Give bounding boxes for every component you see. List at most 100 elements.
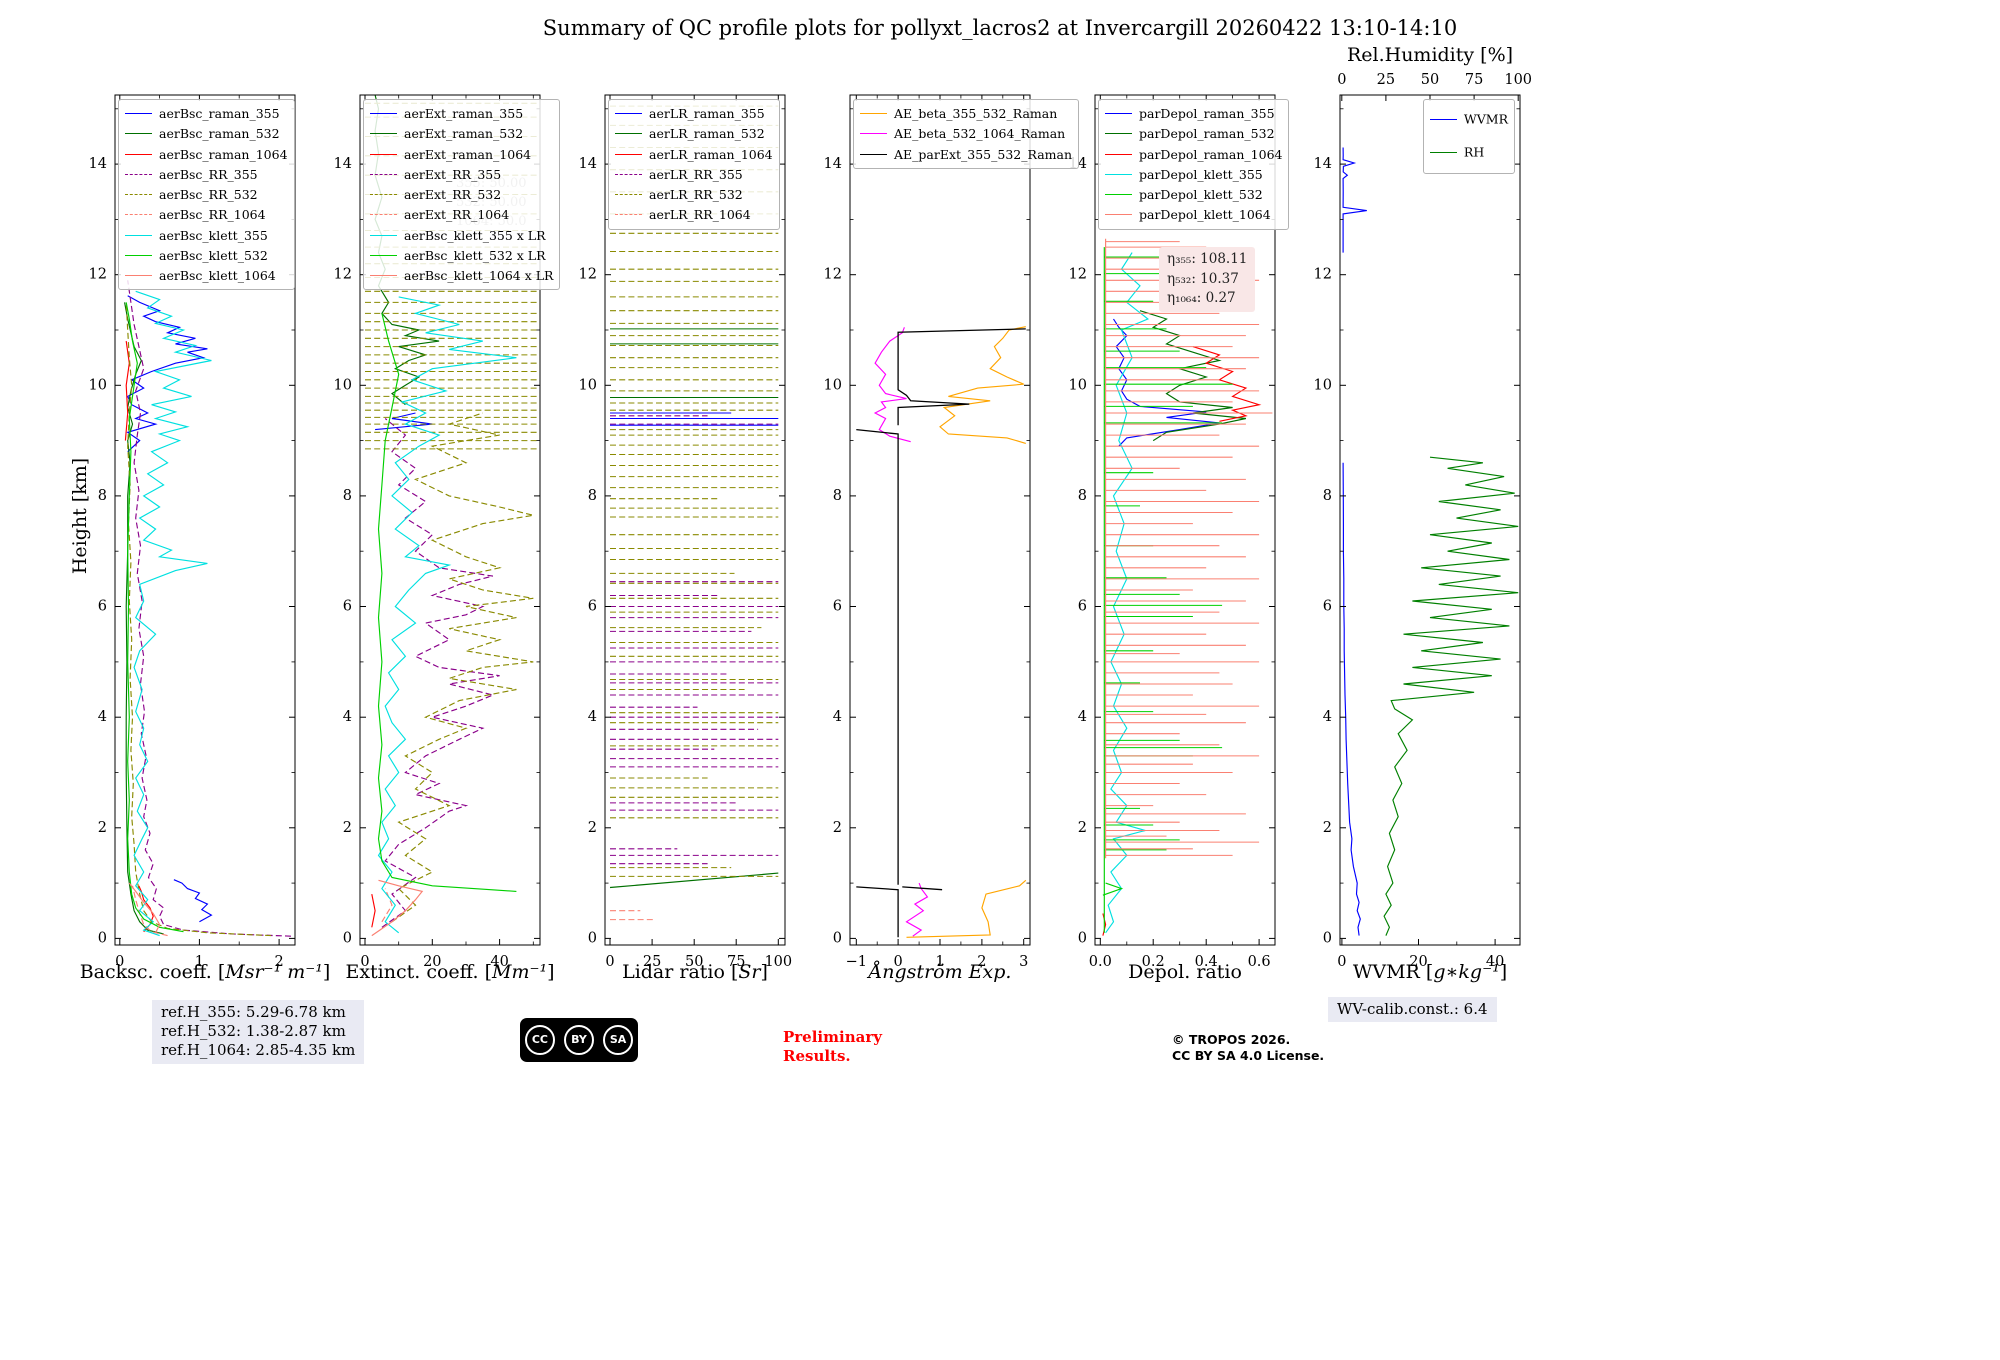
legend-line-sample (125, 153, 152, 155)
x-tick-label: 0.4 (1195, 954, 1218, 970)
figure-title: Summary of QC profile plots for pollyxt_… (542, 16, 1458, 40)
copyright-note: © TROPOS 2026. CC BY SA 4.0 License. (1172, 1032, 1324, 1065)
x-tick-label: 0.6 (1248, 954, 1271, 970)
y-tick-label: 14 (89, 156, 107, 172)
top-x-tick-label: 50 (1421, 72, 1439, 88)
depol-xlabel: Depol. ratio (1128, 961, 1242, 983)
legend-line-sample (615, 133, 642, 135)
legend-label: aerBsc_RR_355 (159, 166, 258, 182)
y-tick-label: 12 (1069, 267, 1087, 283)
legend-line-sample (370, 214, 397, 216)
legend-item: parDepol_raman_532 (1105, 123, 1282, 143)
xlabel-text: Depol. ratio (1128, 961, 1242, 983)
series-parDepol_raman_532 (1139, 310, 1247, 442)
y-tick-label: 6 (343, 599, 352, 615)
legend-label: parDepol_klett_1064 (1139, 207, 1271, 222)
x-tick-label: 0 (893, 954, 902, 970)
preliminary-line-1: Preliminary (783, 1028, 882, 1046)
legend-label: aerLR_raman_532 (649, 126, 765, 141)
xlabel-math: Ångström Exp. (868, 961, 1012, 983)
y-tick-label: 2 (1078, 820, 1087, 836)
y-tick-label: 14 (824, 156, 842, 172)
legend-line-sample (1429, 151, 1457, 153)
annotation-line: η₁₀₆₄: 0.27 (1167, 290, 1236, 307)
legend-label: aerExt_RR_532 (404, 186, 502, 202)
series-aerBsc_klett_355 (133, 290, 212, 937)
y-tick-label: 4 (1323, 709, 1332, 725)
xlabel-text: ] (1499, 961, 1508, 983)
x-tick-label: −1 (846, 954, 867, 970)
y-tick-label: 0 (98, 930, 107, 946)
series-WVMR (1342, 462, 1361, 936)
series-AE_parExt_355_532_Raman (897, 328, 1026, 426)
x-tick-label: 1 (195, 954, 204, 970)
y-tick-label: 6 (1078, 599, 1087, 615)
copyright-line-2: CC BY SA 4.0 License. (1172, 1048, 1325, 1064)
y-tick-label: 14 (1314, 156, 1332, 172)
y-tick-label: 0 (588, 930, 597, 946)
plot-frame (1094, 94, 1276, 946)
top-x-tick-label: 0 (1337, 72, 1346, 88)
y-tick-label: 2 (98, 820, 107, 836)
y-tick-label: 8 (1078, 488, 1087, 504)
y-tick-label: 6 (833, 599, 842, 615)
x-tick-label: 50 (685, 954, 703, 970)
legend-item: aerExt_RR_532 (370, 184, 553, 204)
legend-item: aerBsc_klett_532 (125, 245, 288, 265)
xlabel-math: Msr⁻¹ m⁻¹ (225, 961, 323, 983)
y-tick-label: 0 (833, 930, 842, 946)
series-aerBsc_RR_532 (125, 302, 272, 937)
legend-line-sample (370, 133, 397, 135)
legend-line-sample (615, 214, 642, 216)
series-aerBsc_raman_355 (173, 879, 213, 923)
x-tick-label: 75 (727, 954, 745, 970)
lidar-ratio-plot: 0 2 4 6 8 10 12 14 0 25 50 75 100 (579, 94, 792, 970)
series-RH (1383, 456, 1519, 936)
legend-item: aerLR_RR_355 (615, 164, 773, 184)
series-AE_beta_355_532_Raman (939, 326, 1026, 444)
legend-item: AE_parExt_355_532_Raman (860, 144, 1072, 164)
legend-line-sample (125, 275, 152, 276)
legend-line-sample (370, 173, 397, 175)
legend-line-sample (615, 153, 642, 155)
legend-item: parDepol_raman_1064 (1105, 144, 1282, 164)
x-tick-label: 3 (1019, 954, 1028, 970)
x-tick-label: 2 (977, 954, 986, 970)
y-tick-label: 2 (588, 820, 597, 836)
xlabel-math: Mm⁻¹ (491, 961, 548, 983)
y-tick-label: 12 (334, 267, 352, 283)
legend-label: aerExt_RR_1064 (404, 207, 510, 222)
legend-label: aerBsc_klett_1064 x LR (404, 267, 554, 283)
series-group (609, 105, 779, 921)
y-tick-label: 12 (579, 267, 597, 283)
y-tick-label: 12 (824, 267, 842, 283)
legend-line-sample (1105, 214, 1132, 216)
legend-label: aerExt_raman_355 (404, 105, 524, 121)
y-tick-label: 0 (1078, 930, 1087, 946)
series-AE_parExt_355_532_Raman (856, 886, 899, 938)
legend-line-sample (615, 194, 642, 195)
legend-item: RH (1429, 136, 1508, 169)
legend-item: aerBsc_klett_1064 x LR (370, 265, 553, 285)
legend-label: aerBsc_klett_1064 (159, 267, 276, 283)
ref-height-355: ref.H_355: 5.29-6.78 km (161, 1003, 346, 1021)
legend-label: aerExt_RR_355 (404, 166, 502, 182)
legend-line-sample (860, 153, 887, 155)
y-tick-label: 14 (579, 156, 597, 172)
panel-extinction: 0 2 4 6 8 10 12 14 0 20 40 aerExt_raman_355 aerExt_… (334, 94, 561, 983)
legend-label: parDepol_raman_355 (1139, 105, 1275, 121)
y-tick-label: 8 (833, 488, 842, 504)
legend-item: aerExt_raman_355 (370, 103, 553, 123)
panel-lidar-ratio: 0 2 4 6 8 10 12 14 0 25 50 75 100 aerLR_raman_355 aer… (579, 94, 792, 983)
xlabel-text: Extinct. coeff. [ (345, 961, 492, 983)
xlabel-text: ] (322, 961, 331, 983)
y-tick-label: 6 (98, 599, 107, 615)
depol-legend: parDepol_raman_355 parDepol_raman_532 parD… (1098, 99, 1290, 230)
series-aerBsc_klett_532 (125, 302, 184, 933)
legend-item: aerLR_raman_355 (615, 103, 773, 123)
plot-frame (114, 94, 296, 946)
series-AE_beta_355_532_Raman (906, 879, 1027, 938)
y-tick-label: 6 (1323, 599, 1332, 615)
